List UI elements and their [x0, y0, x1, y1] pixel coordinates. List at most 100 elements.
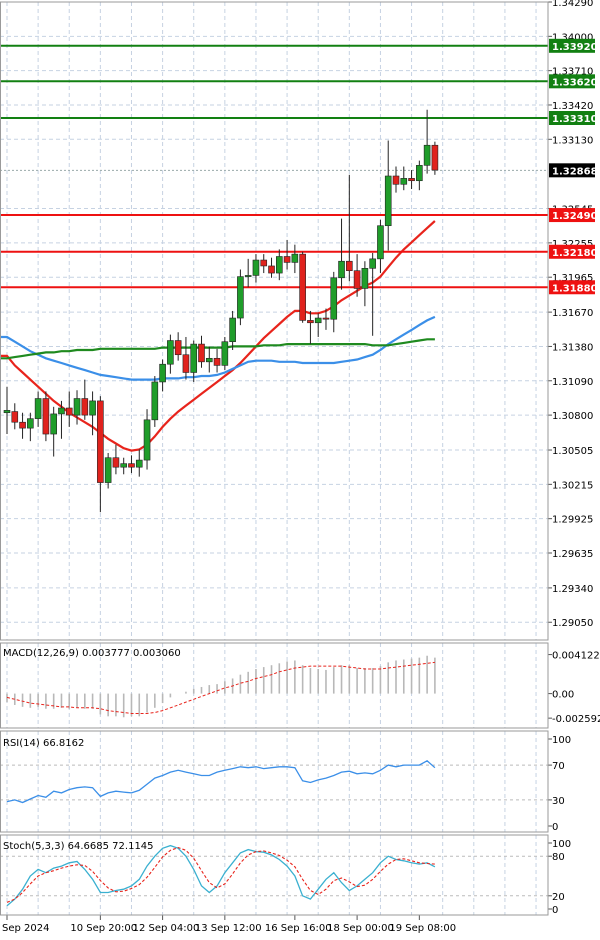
bearish-candle — [81, 398, 89, 416]
bullish-candle — [369, 258, 376, 269]
time-tick-label: 13 Sep 12:00 — [195, 923, 262, 934]
resistance-level-tag — [549, 111, 595, 125]
macd-tick-label: -0.002592 — [552, 714, 600, 725]
bearish-candle — [128, 463, 135, 468]
price-tick-label: 1.30505 — [552, 446, 593, 457]
current-price-tag — [549, 163, 595, 178]
bullish-candle — [34, 398, 42, 419]
price-tick-label: 1.30800 — [552, 411, 593, 422]
bearish-candle — [65, 407, 73, 416]
bullish-candle — [104, 457, 112, 483]
time-tick-label: Sep 2024 — [2, 923, 49, 934]
stoch-title: Stoch(5,3,3) 64.6685 72.1145 — [3, 841, 154, 852]
price-levels — [0, 44, 548, 289]
bullish-candle — [252, 259, 260, 276]
macd-tick-label: 0.00 — [552, 690, 574, 701]
resistance-level-tag — [549, 38, 595, 53]
rsi-tick-label: 0 — [552, 822, 558, 833]
resistance-level-label: 1.33920 — [552, 42, 598, 53]
bearish-candle — [11, 411, 19, 423]
price-tags: 1.33920 1.33620 1.33310 1.32490 1.32180 1.318… — [549, 38, 598, 295]
time-tick-label: 19 Sep 08:00 — [389, 923, 456, 934]
support-level-tag — [549, 280, 595, 295]
support-level-label: 1.32490 — [552, 211, 598, 222]
macd-signal-line — [6, 661, 435, 714]
macd-title: MACD(12,26,9) 0.003777 0.003060 — [3, 648, 181, 659]
rsi-panel: RSI(14) 66.8162 100 70 30 0 — [0, 735, 571, 833]
price-tick-label: 1.32255 — [552, 239, 593, 250]
bearish-candle — [346, 260, 353, 271]
bullish-candle — [423, 144, 431, 166]
bullish-candle — [237, 276, 244, 319]
macd-tick-label: 0.004122 — [552, 651, 600, 662]
bearish-candle — [174, 340, 182, 356]
time-tick-label: 18 Sep 00:00 — [327, 923, 394, 934]
price-tick-label: 1.29340 — [552, 584, 593, 595]
bearish-candle — [353, 270, 361, 289]
price-tick-label: 1.33710 — [552, 67, 593, 78]
bullish-candle — [400, 178, 408, 185]
bearish-candle — [283, 256, 291, 263]
stoch-main-line — [6, 844, 436, 907]
rsi-panel-frame — [0, 730, 549, 833]
support-level-label: 1.31880 — [552, 283, 598, 294]
price-tick-label: 1.33130 — [552, 135, 593, 146]
price-tick-label: 1.33420 — [552, 101, 593, 112]
bullish-candle — [205, 357, 213, 363]
panel-frames — [0, 1, 549, 916]
stoch-panel-frame — [0, 834, 549, 916]
price-tick-label: 1.29925 — [552, 515, 593, 526]
stoch-tick-label: 100 — [552, 839, 571, 850]
stoch-tick-label: 0 — [552, 905, 558, 916]
bearish-candle — [268, 265, 275, 274]
bullish-candle — [89, 400, 96, 416]
time-tick-label: 10 Sep 20:00 — [70, 923, 137, 934]
bearish-candle — [392, 175, 400, 185]
current-price-label: 1.32868 — [552, 166, 598, 177]
bullish-candle — [3, 410, 11, 414]
rsi-title: RSI(14) 66.8162 — [3, 738, 84, 749]
price-tick-label: 1.31380 — [552, 342, 593, 353]
stoch-tick-label: 20 — [552, 892, 565, 903]
bullish-candle — [377, 225, 384, 260]
support-level-tag — [549, 208, 595, 223]
rsi-tick-label: 70 — [552, 761, 565, 772]
support-level-label: 1.32180 — [552, 248, 598, 259]
bearish-candle — [322, 317, 330, 320]
bullish-candle — [190, 343, 198, 373]
bullish-candle — [384, 175, 392, 227]
price-tick-label: 1.31090 — [552, 377, 593, 388]
price-tick-label: 1.29635 — [552, 549, 593, 560]
resistance-level-label: 1.33620 — [552, 77, 598, 88]
bearish-candle — [19, 421, 26, 429]
bearish-candle — [260, 259, 268, 267]
macd-panel: MACD(12,26,9) 0.003777 0.003060 0.004122… — [3, 648, 600, 725]
bullish-candle — [167, 340, 174, 365]
resistance-level-tag — [549, 74, 595, 89]
price-tick-label: 1.34290 — [552, 0, 593, 9]
macd-panel-frame — [0, 642, 549, 729]
price-tick-label: 1.34000 — [552, 32, 593, 43]
bearish-candle — [182, 354, 190, 373]
moving-average-line — [0, 338, 435, 360]
stoch-panel: Stoch(5,3,3) 64.6685 72.1145 100 80 20 0 — [0, 839, 571, 916]
bullish-candle — [416, 165, 423, 182]
support-level-tag — [549, 244, 595, 259]
price-tick-label: 1.30215 — [552, 480, 593, 491]
moving-average-line — [0, 315, 436, 381]
rsi-line — [6, 760, 436, 804]
bullish-candle — [244, 275, 252, 277]
bearish-candle — [97, 400, 104, 483]
bullish-candle — [50, 413, 57, 435]
stoch-signal-line — [6, 847, 435, 903]
bullish-candle — [221, 341, 229, 366]
bullish-candle — [229, 317, 236, 343]
bullish-candle — [120, 463, 127, 468]
price-tick-label: 1.29050 — [552, 618, 593, 629]
price-panel-frame — [0, 1, 549, 641]
bullish-candle — [361, 268, 369, 289]
